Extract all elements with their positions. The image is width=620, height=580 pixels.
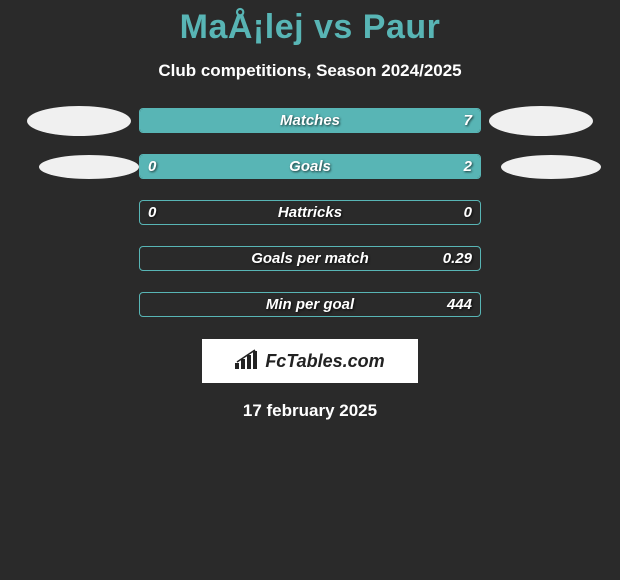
row-gpm: Goals per match 0.29 [0,247,620,270]
left-badge-slot [19,106,139,136]
right-value: 7 [464,109,472,132]
logo-box[interactable]: FcTables.com [202,339,418,383]
row-hattricks: 0 Hattricks 0 [0,201,620,224]
bar-label: Goals per match [140,247,480,270]
bar-gpm: Goals per match 0.29 [139,246,481,271]
stats-rows: Matches 7 0 Goals 2 [0,109,620,316]
row-matches: Matches 7 [0,109,620,132]
row-mpg: Min per goal 444 [0,293,620,316]
row-goals: 0 Goals 2 [0,155,620,178]
right-badge-slot [481,155,601,179]
right-value: 444 [447,293,472,316]
subtitle: Club competitions, Season 2024/2025 [0,61,620,81]
right-value: 2 [464,155,472,178]
player-left-badge [27,106,131,136]
player-right-badge [489,106,593,136]
right-value: 0 [464,201,472,224]
right-badge-slot [481,106,601,136]
bar-label: Goals [140,155,480,178]
date-label: 17 february 2025 [0,401,620,421]
chart-icon [235,349,259,374]
right-value: 0.29 [443,247,472,270]
bar-label: Hattricks [140,201,480,224]
logo-text: FcTables.com [265,351,384,372]
page-title: MaÅ¡lej vs Paur [0,0,620,47]
bar-mpg: Min per goal 444 [139,292,481,317]
stats-card: MaÅ¡lej vs Paur Club competitions, Seaso… [0,0,620,580]
bar-label: Matches [140,109,480,132]
bar-label: Min per goal [140,293,480,316]
player-left-badge-small [39,155,139,179]
bar-matches: Matches 7 [139,108,481,133]
logo: FcTables.com [235,349,384,374]
player-right-badge-small [501,155,601,179]
left-badge-slot [19,155,139,179]
bar-goals: 0 Goals 2 [139,154,481,179]
bar-hattricks: 0 Hattricks 0 [139,200,481,225]
